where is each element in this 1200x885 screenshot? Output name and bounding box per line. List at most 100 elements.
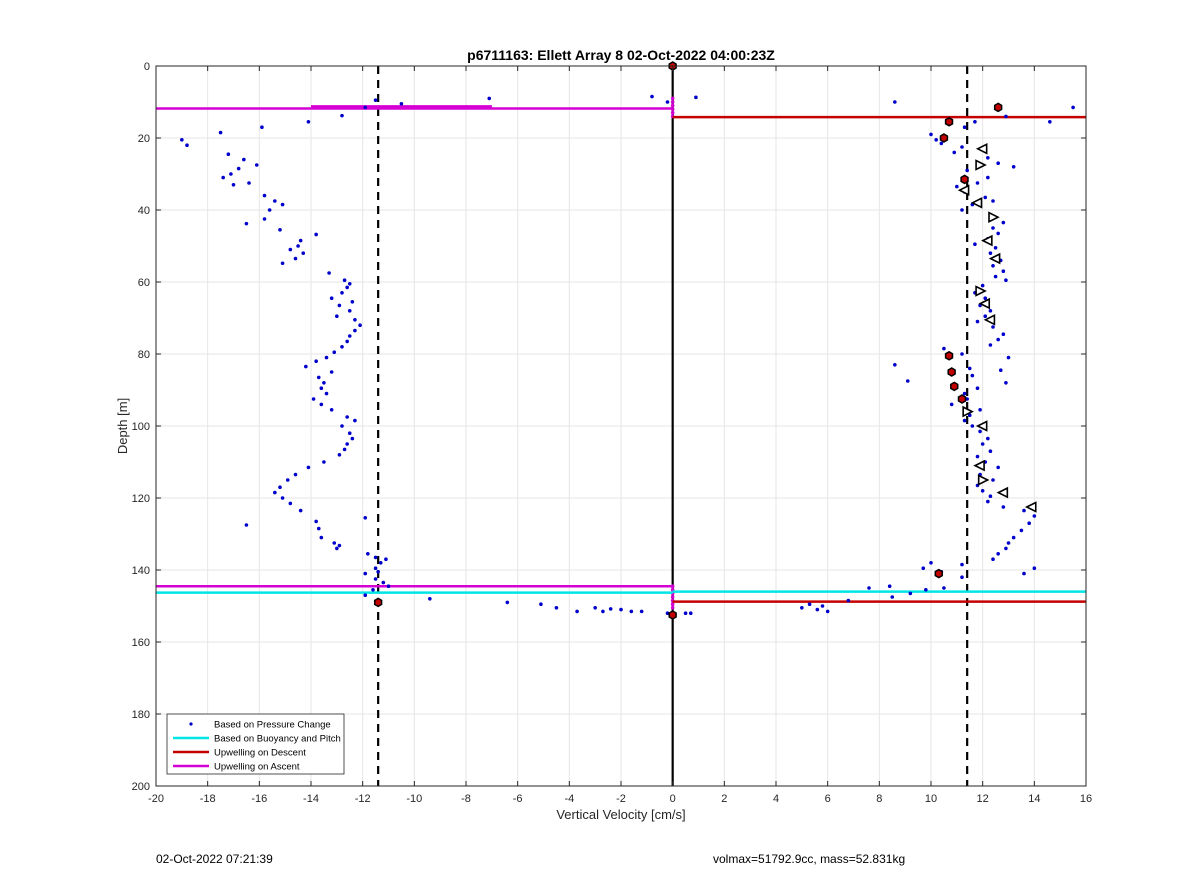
pressure-change-point (619, 607, 623, 612)
pressure-change-point (378, 561, 383, 565)
legend: Based on Pressure Change Based on Buoyanc… (166, 713, 345, 775)
pressure-change-point (337, 543, 342, 548)
pressure-change-point (908, 591, 913, 596)
pressure-change-point (539, 602, 543, 606)
pressure-change-point (342, 278, 347, 283)
x-axis-label: Vertical Velocity [cm/s] (556, 807, 685, 822)
pressure-change-point (986, 436, 990, 441)
ascent-marker (973, 459, 985, 472)
pressure-change-point (278, 228, 282, 232)
pressure-change-point (893, 100, 897, 104)
descent-marker (993, 102, 1003, 113)
x-tick-label: 8 (876, 793, 882, 805)
upwelling-segments (156, 105, 1086, 603)
descent-marker (373, 597, 383, 608)
pressure-change-point (345, 415, 349, 419)
descent-marker (939, 133, 949, 143)
pressure-change-point (363, 571, 368, 576)
pressure-change-point (278, 485, 282, 490)
pressure-change-point (340, 113, 344, 118)
pressure-change-point (962, 125, 967, 129)
x-tick-label: -2 (616, 793, 626, 805)
ascent-marker (983, 314, 996, 326)
pressure-change-point (949, 402, 954, 407)
pressure-change-point (988, 251, 993, 255)
zero-line-marker (670, 606, 675, 610)
pressure-change-point (311, 397, 316, 401)
pressure-change-point (244, 221, 249, 226)
pressure-change-point (1019, 528, 1024, 533)
chart-title: p6711163: Ellett Array 8 02-Oct-2022 04:… (467, 47, 775, 63)
pressure-change-point (986, 156, 990, 160)
ascent-marker (970, 197, 983, 209)
pressure-change-point (993, 274, 998, 279)
pressure-change-point (986, 499, 990, 504)
pressure-change-point (988, 449, 993, 454)
pressure-change-point (996, 161, 1000, 165)
pressure-change-point (929, 561, 933, 565)
pressure-change-point (347, 309, 352, 313)
y-tick-label: 80 (138, 349, 150, 361)
pressure-change-point (991, 199, 995, 203)
pressure-change-point (280, 496, 285, 500)
pressure-change-point (487, 96, 492, 101)
pressure-change-point (1032, 514, 1037, 518)
pressure-change-point (1001, 505, 1006, 509)
pressure-change-point (973, 120, 977, 124)
pressure-change-point (319, 535, 324, 540)
pressure-change-point (327, 271, 331, 275)
pressure-change-point (820, 604, 825, 608)
pressure-change-point (218, 130, 223, 135)
pressure-change-point (996, 337, 1000, 342)
pressure-change-point (373, 566, 378, 570)
pressure-change-point (1032, 566, 1037, 570)
pressure-change-point (608, 607, 613, 611)
pressure-change-point (960, 562, 964, 567)
pressure-change-point (980, 442, 985, 446)
pressure-change-point (247, 181, 251, 185)
legend-label: Upwelling on Descent (214, 748, 306, 759)
x-tick-label: -10 (406, 793, 422, 805)
pressure-change-point (965, 397, 969, 401)
pressure-change-point (350, 436, 355, 441)
pressure-change-point (376, 570, 380, 574)
pressure-change-point (293, 472, 298, 477)
pressure-change-point (988, 494, 993, 499)
pressure-change-point (306, 120, 311, 124)
pressure-change-point (301, 251, 306, 255)
pressure-change-point (1004, 546, 1008, 551)
pressure-change-point (973, 242, 977, 246)
pressure-change-point (934, 138, 938, 142)
pressure-change-point (965, 168, 969, 173)
pressure-change-point (373, 577, 378, 581)
pressure-change-point (1004, 114, 1008, 119)
pressure-change-point (288, 247, 293, 252)
pressure-change-point (601, 609, 605, 614)
ascent-marker (975, 285, 987, 297)
pressure-change-point (366, 552, 370, 556)
pressure-change-point (998, 368, 1003, 373)
pressure-change-point (298, 238, 303, 243)
pressure-change-point (975, 454, 980, 459)
pressure-change-point (371, 588, 375, 592)
pressure-change-point (967, 366, 972, 371)
pressure-change-point (314, 232, 318, 237)
pressure-change-point (929, 132, 933, 137)
pressure-change-point (273, 199, 277, 203)
pressure-change-point (314, 519, 318, 524)
pressure-change-point (991, 557, 995, 561)
zero-line-marker (670, 103, 675, 108)
ascent-marker (988, 252, 1001, 265)
x-tick-label: 14 (1028, 793, 1040, 805)
pressure-change-point (1011, 535, 1016, 540)
pressure-change-point (340, 345, 344, 349)
pressure-change-point (983, 314, 988, 319)
pressure-change-point (996, 552, 1000, 556)
pressure-change-point (639, 609, 644, 614)
zero-line-marker (670, 595, 675, 599)
pressure-change-point (335, 546, 339, 551)
pressure-change-point (280, 202, 285, 207)
pressure-change-point (1048, 120, 1052, 124)
pressure-change-point (347, 334, 352, 338)
pressure-change-point (337, 453, 342, 457)
